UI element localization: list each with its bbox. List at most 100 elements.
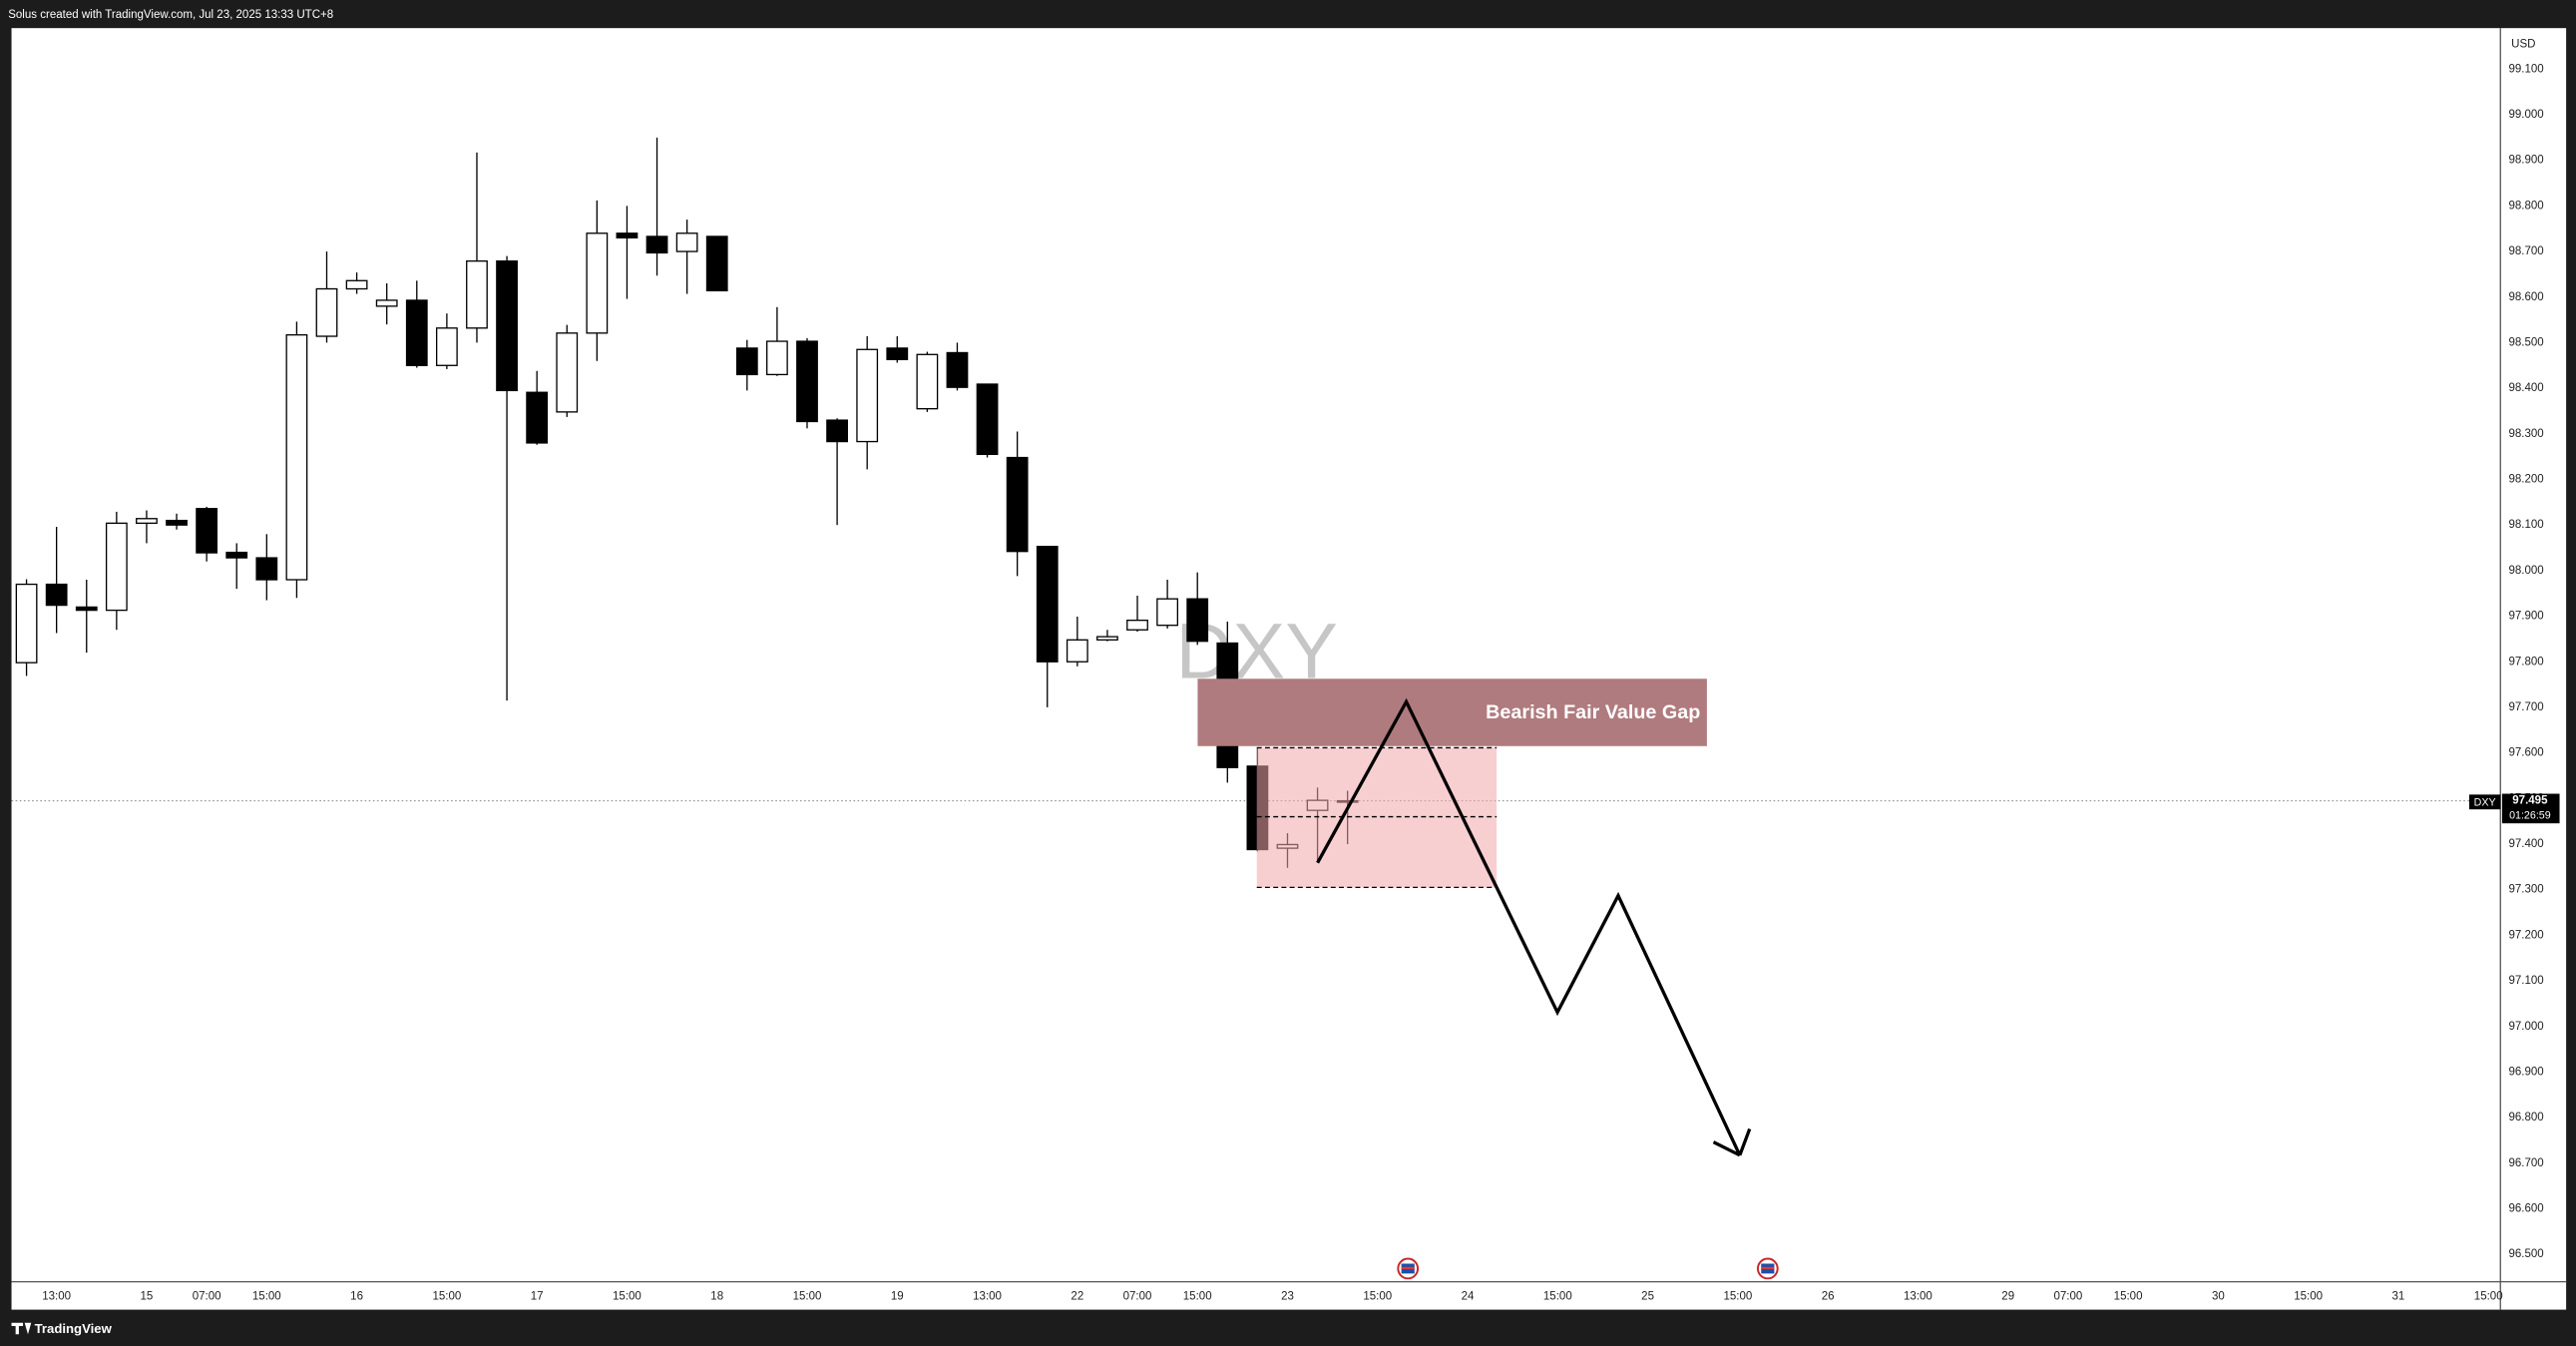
candle-body bbox=[136, 518, 158, 525]
x-tick-label: 16 bbox=[350, 1290, 363, 1302]
y-tick-label: 96.800 bbox=[2508, 1112, 2543, 1123]
event-icon[interactable] bbox=[1397, 1257, 1420, 1280]
y-tick-label: 97.000 bbox=[2508, 1021, 2543, 1033]
y-tick-label: 97.600 bbox=[2508, 747, 2543, 759]
projection-arrow bbox=[1316, 697, 1752, 1157]
candle-body bbox=[1156, 598, 1179, 627]
x-tick-label: 19 bbox=[891, 1290, 904, 1302]
x-tick-label: 15:00 bbox=[1183, 1290, 1212, 1302]
y-tick-label: 97.300 bbox=[2508, 884, 2543, 896]
y-tick-label: 97.200 bbox=[2508, 929, 2543, 941]
plot: 99.100 99.000 98.900 98.800 98.700 98.600 98.5… bbox=[11, 63, 2544, 1302]
candle-body bbox=[856, 348, 879, 443]
y-tick-label: 98.400 bbox=[2508, 382, 2543, 394]
candle-body bbox=[886, 347, 909, 360]
y-tick-label: 97.400 bbox=[2508, 838, 2543, 850]
currency: USD bbox=[2511, 39, 2535, 51]
y-tick-label: 98.900 bbox=[2508, 155, 2543, 167]
candle-body bbox=[285, 333, 308, 581]
candle-body bbox=[15, 583, 38, 664]
y-tick-label: 98.300 bbox=[2508, 428, 2543, 440]
x-tick-label: 07:00 bbox=[1123, 1290, 1152, 1302]
y-tick-label: 98.600 bbox=[2508, 291, 2543, 303]
symbol-tag bbox=[2468, 794, 2501, 810]
candle-body bbox=[1006, 456, 1029, 553]
candle-body bbox=[826, 419, 848, 443]
x-tick-label: 13:00 bbox=[1904, 1290, 1932, 1302]
candle-body bbox=[735, 347, 758, 376]
x-tick-label: 15:00 bbox=[2294, 1290, 2323, 1302]
candle-body bbox=[435, 327, 458, 366]
x-tick-label: 18 bbox=[710, 1290, 723, 1302]
x-tick-label: 13:00 bbox=[42, 1290, 71, 1302]
fvg-zone bbox=[1256, 747, 1498, 888]
candle-body bbox=[675, 232, 698, 252]
candle-body bbox=[196, 508, 218, 554]
y-tick-label: 98.100 bbox=[2508, 519, 2543, 531]
y-tick-label: 98.500 bbox=[2508, 336, 2543, 348]
brand[interactable]: TradingView bbox=[35, 1321, 113, 1336]
x-tick-label: 07:00 bbox=[2053, 1290, 2082, 1302]
candle-body bbox=[1036, 545, 1059, 663]
x-tick-label: 15:00 bbox=[1543, 1290, 1572, 1302]
candle-body bbox=[796, 340, 818, 423]
y-tick-label: 96.600 bbox=[2508, 1203, 2543, 1215]
x-tick-label: 31 bbox=[2392, 1290, 2405, 1302]
countdown: 01:26:59 bbox=[2509, 810, 2551, 822]
x-tick-label: 15:00 bbox=[613, 1290, 642, 1302]
x-tick-label: 24 bbox=[1462, 1290, 1475, 1302]
y-tick-label: 98.800 bbox=[2508, 200, 2543, 212]
candle-body bbox=[1186, 598, 1209, 643]
y-tick-label: 97.800 bbox=[2508, 656, 2543, 668]
x-tick-label: 15:00 bbox=[2474, 1290, 2503, 1302]
fvg-label: Bearish Fair Value Gap bbox=[1486, 701, 1700, 723]
candle-body bbox=[916, 353, 939, 410]
x-tick-label: 15:00 bbox=[1723, 1290, 1752, 1302]
candle-body bbox=[705, 235, 728, 291]
x-tick-label: 15:00 bbox=[252, 1290, 281, 1302]
y-tick-label: 96.700 bbox=[2508, 1157, 2543, 1169]
candle-body bbox=[1066, 639, 1088, 663]
x-tick-label: 07:00 bbox=[193, 1290, 221, 1302]
candle-body bbox=[375, 299, 398, 307]
candle-body bbox=[586, 232, 609, 334]
x-tick-label: 13:00 bbox=[973, 1290, 1002, 1302]
x-tick-label: 25 bbox=[1641, 1290, 1654, 1302]
candle-body bbox=[405, 299, 428, 366]
y-tick-label: 97.100 bbox=[2508, 975, 2543, 987]
x-tick-label: 15:00 bbox=[2114, 1290, 2143, 1302]
candle-body bbox=[105, 522, 128, 612]
y-tick-label: 96.500 bbox=[2508, 1248, 2543, 1260]
x-tick-label: 15 bbox=[141, 1290, 154, 1302]
y-tick-label: 99.100 bbox=[2508, 63, 2543, 75]
symbol-tag-text: DXY bbox=[2474, 796, 2496, 808]
price-tag bbox=[2501, 793, 2560, 824]
chart-area bbox=[11, 28, 2567, 1310]
x-tick-label: 26 bbox=[1822, 1290, 1835, 1302]
candle-body bbox=[616, 232, 639, 239]
x-tick-label: 22 bbox=[1071, 1290, 1083, 1302]
last-price-label: 97.495 bbox=[2512, 795, 2548, 807]
candle-body bbox=[556, 332, 579, 413]
x-tick-label: 15:00 bbox=[793, 1290, 822, 1302]
y-tick-label: 98.700 bbox=[2508, 245, 2543, 257]
x-tick-label: 23 bbox=[1281, 1290, 1294, 1302]
candle-body bbox=[466, 259, 488, 329]
y-tick-label: 97.700 bbox=[2508, 701, 2543, 713]
candle-body bbox=[946, 351, 969, 388]
y-tick-label: 98.000 bbox=[2508, 565, 2543, 577]
candle-body bbox=[225, 551, 248, 559]
candle-body bbox=[645, 235, 668, 254]
y-tick-label: 97.900 bbox=[2508, 611, 2543, 623]
candle-body bbox=[766, 340, 788, 376]
candle-body bbox=[315, 287, 338, 337]
event-icon[interactable] bbox=[1756, 1257, 1779, 1280]
credit: Solus created with TradingView.com, Jul … bbox=[8, 9, 333, 21]
candle-body bbox=[496, 259, 518, 392]
candle-body bbox=[1126, 620, 1148, 631]
candle-body bbox=[75, 606, 98, 612]
candle-body bbox=[166, 519, 188, 526]
candle-body bbox=[255, 557, 278, 581]
